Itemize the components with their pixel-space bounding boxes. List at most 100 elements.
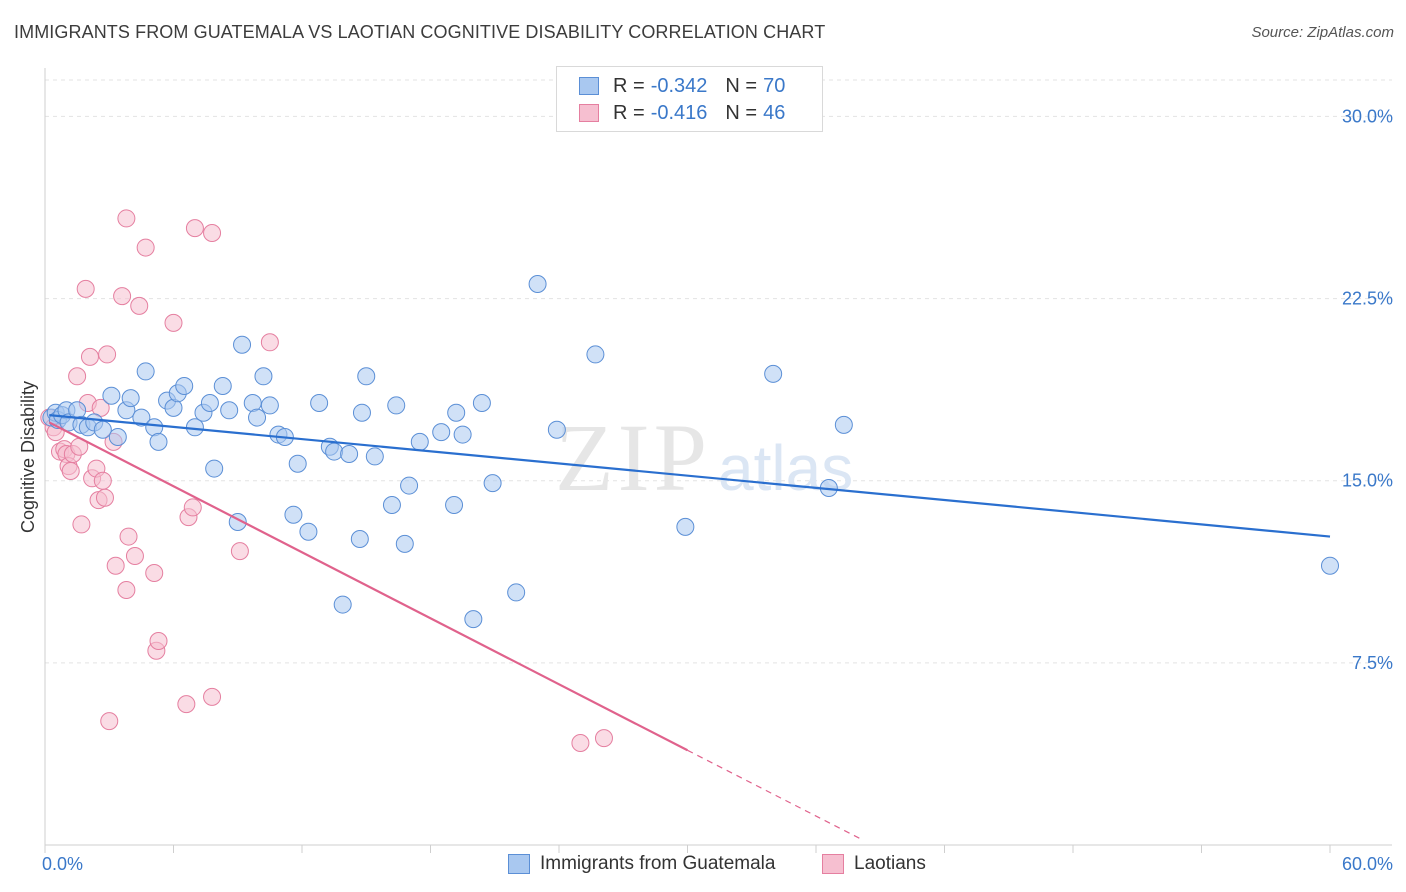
data-point: [365, 447, 384, 466]
data-point: [205, 459, 224, 478]
data-point: [95, 488, 114, 507]
watermark-zip: ZIP: [555, 404, 711, 511]
data-point: [357, 367, 376, 386]
data-point: [333, 595, 352, 614]
data-point: [175, 377, 194, 395]
data-point: [248, 408, 267, 427]
legend-swatch-blue: [579, 77, 599, 95]
trend-line-laotians: [48, 421, 689, 752]
grid-lines: [45, 79, 1392, 664]
data-point: [483, 474, 502, 493]
data-point: [445, 496, 464, 514]
data-point: [149, 632, 168, 650]
data-point: [764, 364, 783, 383]
data-point: [145, 564, 164, 582]
data-point: [80, 347, 99, 366]
trend-lines: [48, 414, 1331, 841]
data-point: [586, 345, 605, 364]
data-point: [117, 581, 136, 599]
y-tick-label: 22.5%: [1342, 289, 1393, 309]
data-point: [200, 394, 219, 412]
data-point: [136, 238, 155, 257]
data-point: [68, 367, 87, 386]
data-point: [547, 420, 566, 439]
y-tick-label: 15.0%: [1342, 471, 1393, 491]
chart-title: IMMIGRANTS FROM GUATEMALA VS LAOTIAN COG…: [14, 22, 826, 42]
data-point: [352, 403, 371, 422]
legend-r-value: -0.416: [650, 101, 708, 124]
data-point: [260, 396, 279, 415]
data-point: [98, 345, 117, 364]
data-point: [254, 367, 273, 386]
data-point: [185, 219, 204, 238]
axes: [44, 68, 1392, 853]
data-point: [453, 425, 472, 444]
legend-box: R = -0.342 N = 70 R = -0.416 N = 46: [556, 66, 823, 132]
y-axis-label: Cognitive Disability: [18, 381, 38, 533]
data-point: [72, 515, 91, 534]
data-point: [507, 583, 526, 602]
data-point: [834, 415, 853, 434]
data-point: [284, 505, 303, 524]
data-point: [213, 377, 232, 395]
data-point: [125, 547, 144, 565]
data-point: [528, 275, 547, 293]
data-point: [119, 527, 138, 546]
data-point: [117, 209, 136, 228]
legend-swatch-pink: [579, 104, 599, 122]
data-point: [1321, 556, 1339, 575]
legend-n-label: N =: [725, 74, 758, 97]
data-point: [102, 386, 121, 405]
data-point: [177, 695, 196, 714]
y-tick-label: 7.5%: [1352, 653, 1393, 673]
legend-row-laotians: R = -0.416 N = 46: [579, 101, 785, 125]
data-point: [447, 403, 466, 422]
legend-r-label: R =: [613, 101, 645, 124]
data-point: [464, 610, 483, 629]
data-point: [106, 556, 125, 575]
data-point: [260, 333, 279, 352]
data-point: [382, 496, 401, 514]
data-point: [164, 313, 183, 332]
trend-line-guatemala: [49, 414, 1331, 538]
tick-labels: 7.5% 15.0% 22.5% 30.0% 0.0% 60.0%: [42, 106, 1393, 874]
bottom-legend-guatemala: Immigrants from Guatemala: [508, 852, 775, 876]
data-point: [93, 471, 112, 490]
bottom-legend-laotians: Laotians: [822, 852, 926, 876]
data-point: [594, 729, 613, 748]
source-label: Source: ZipAtlas.com: [1251, 24, 1394, 41]
bottom-legend-label: Immigrants from Guatemala: [540, 853, 776, 874]
legend-n-value: 70: [763, 74, 786, 97]
data-point: [203, 687, 222, 706]
legend-r-value: -0.342: [650, 74, 708, 97]
data-point: [299, 522, 318, 541]
data-point: [410, 432, 429, 451]
legend-row-guatemala: R = -0.342 N = 70: [579, 74, 785, 98]
watermark: ZIP atlas: [555, 404, 853, 511]
data-point: [400, 476, 419, 495]
x-tick-label: 0.0%: [42, 854, 83, 874]
data-point: [472, 394, 491, 412]
laotians-points: [40, 209, 613, 752]
data-point: [432, 423, 451, 442]
data-point: [183, 498, 202, 517]
data-point: [136, 362, 155, 381]
data-point: [350, 530, 369, 548]
legend-r-label: R =: [613, 74, 645, 97]
guatemala-points: [42, 275, 1339, 629]
bottom-legend-swatch-pink: [822, 854, 844, 874]
data-point: [121, 389, 140, 408]
data-point: [113, 287, 132, 306]
data-point: [230, 542, 249, 561]
data-point: [288, 454, 307, 473]
data-point: [571, 734, 590, 752]
trend-line-laotians-extension: [687, 749, 864, 841]
data-point: [132, 408, 151, 427]
data-point: [310, 394, 329, 412]
data-point: [325, 442, 344, 461]
data-point: [340, 445, 359, 463]
data-point: [233, 335, 252, 354]
data-point: [61, 462, 80, 480]
data-point: [395, 534, 414, 553]
